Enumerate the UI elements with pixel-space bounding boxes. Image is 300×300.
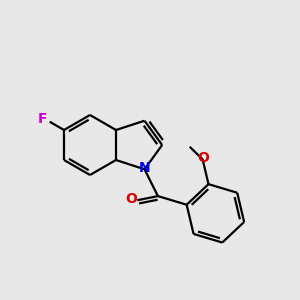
Text: O: O: [198, 151, 210, 165]
Text: N: N: [139, 161, 150, 175]
Text: F: F: [38, 112, 47, 126]
Text: O: O: [125, 192, 137, 206]
